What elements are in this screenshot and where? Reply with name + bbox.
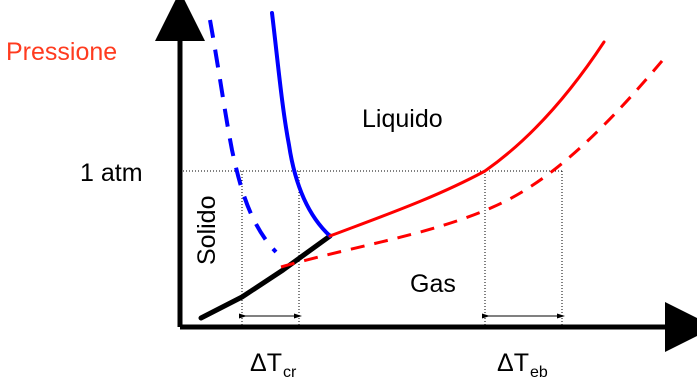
delta-freezing-label: ΔT cr <box>250 349 297 381</box>
liquid-region-label: Liquido <box>362 105 443 133</box>
solution-solid-liquid-curve <box>208 19 278 254</box>
delta-boiling-subscript: eb <box>530 364 548 381</box>
gas-region-label: Gas <box>410 270 456 298</box>
delta-freezing-symbol: ΔT <box>250 349 282 377</box>
solid-gas-curve <box>198 233 333 321</box>
delta-freezing-subscript: cr <box>283 364 297 381</box>
solvent-solid-liquid-curve <box>270 11 332 238</box>
pressure-title: Pressione <box>6 38 117 66</box>
solution-liquid-gas-curve <box>280 54 669 269</box>
delta-boiling-symbol: ΔT <box>497 349 529 377</box>
one-atm-label: 1 atm <box>80 159 143 187</box>
solid-region-label: Solido <box>193 196 221 266</box>
solvent-liquid-gas-curve <box>328 40 606 238</box>
delta-boiling-label: ΔT eb <box>497 349 548 381</box>
